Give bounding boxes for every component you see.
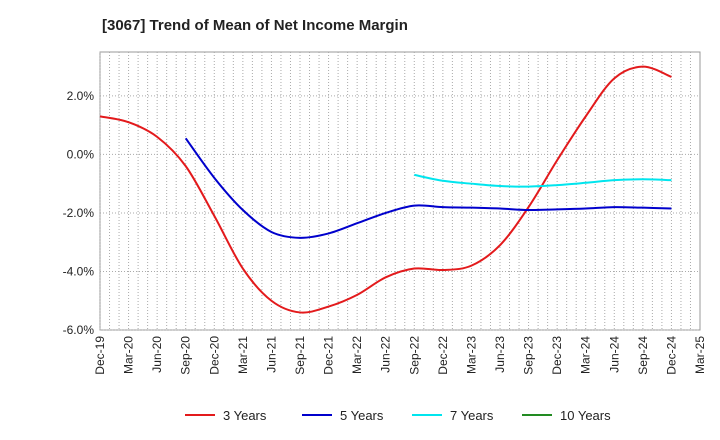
x-tick-label: Mar-22 — [350, 336, 364, 374]
x-tick-label: Dec-21 — [322, 336, 336, 375]
x-tick-label: Sep-23 — [522, 336, 536, 375]
y-axis-tick-labels: 2.0% 0.0% -2.0% -4.0% -6.0% — [63, 89, 95, 337]
x-tick-label: Jun-21 — [264, 336, 278, 373]
x-tick-label: Dec-22 — [436, 336, 450, 375]
series-line-7-years — [414, 173, 672, 188]
x-tick-label: Jun-20 — [150, 336, 164, 373]
x-axis-tick-labels: Dec-19 Mar-20 Jun-20 Sep-20 Dec-20 Mar-21 Jun-… — [93, 336, 707, 375]
plot-area — [99, 51, 701, 331]
chart-title: [3067] Trend of Mean of Net Income Margi… — [102, 17, 408, 34]
legend-label: 5 Years — [340, 408, 384, 423]
x-tick-label: Jun-23 — [493, 336, 507, 373]
x-tick-label: Mar-23 — [464, 336, 478, 374]
x-tick-label: Mar-24 — [579, 336, 593, 374]
y-tick-label: -2.0% — [63, 206, 95, 220]
x-tick-label: Dec-23 — [550, 336, 564, 375]
x-tick-label: Jun-24 — [607, 336, 621, 373]
series-lines — [99, 65, 672, 314]
x-tick-label: Mar-25 — [693, 336, 707, 374]
legend-label: 10 Years — [560, 408, 611, 423]
y-tick-label: -4.0% — [63, 264, 95, 278]
x-tick-label: Sep-24 — [636, 336, 650, 375]
x-gridlines — [99, 52, 691, 330]
x-tick-label: Sep-22 — [407, 336, 421, 375]
legend-label: 3 Years — [223, 408, 267, 423]
legend-label: 7 Years — [450, 408, 494, 423]
x-tick-label: Sep-21 — [293, 336, 307, 375]
x-tick-label: Sep-20 — [179, 336, 193, 375]
x-tick-label: Mar-20 — [122, 336, 136, 374]
x-tick-label: Dec-19 — [93, 336, 107, 375]
x-tick-label: Dec-20 — [207, 336, 221, 375]
legend: 3 Years 5 Years 7 Years 10 Years — [185, 408, 611, 423]
y-tick-label: 2.0% — [67, 89, 95, 103]
y-tick-label: -6.0% — [63, 323, 95, 337]
x-tick-label: Jun-22 — [379, 336, 393, 373]
x-tick-label: Mar-21 — [236, 336, 250, 374]
series-line-3-years — [99, 65, 672, 314]
series-line-5-years — [184, 137, 672, 239]
x-tick-label: Dec-24 — [664, 336, 678, 375]
y-tick-label: 0.0% — [67, 147, 95, 161]
